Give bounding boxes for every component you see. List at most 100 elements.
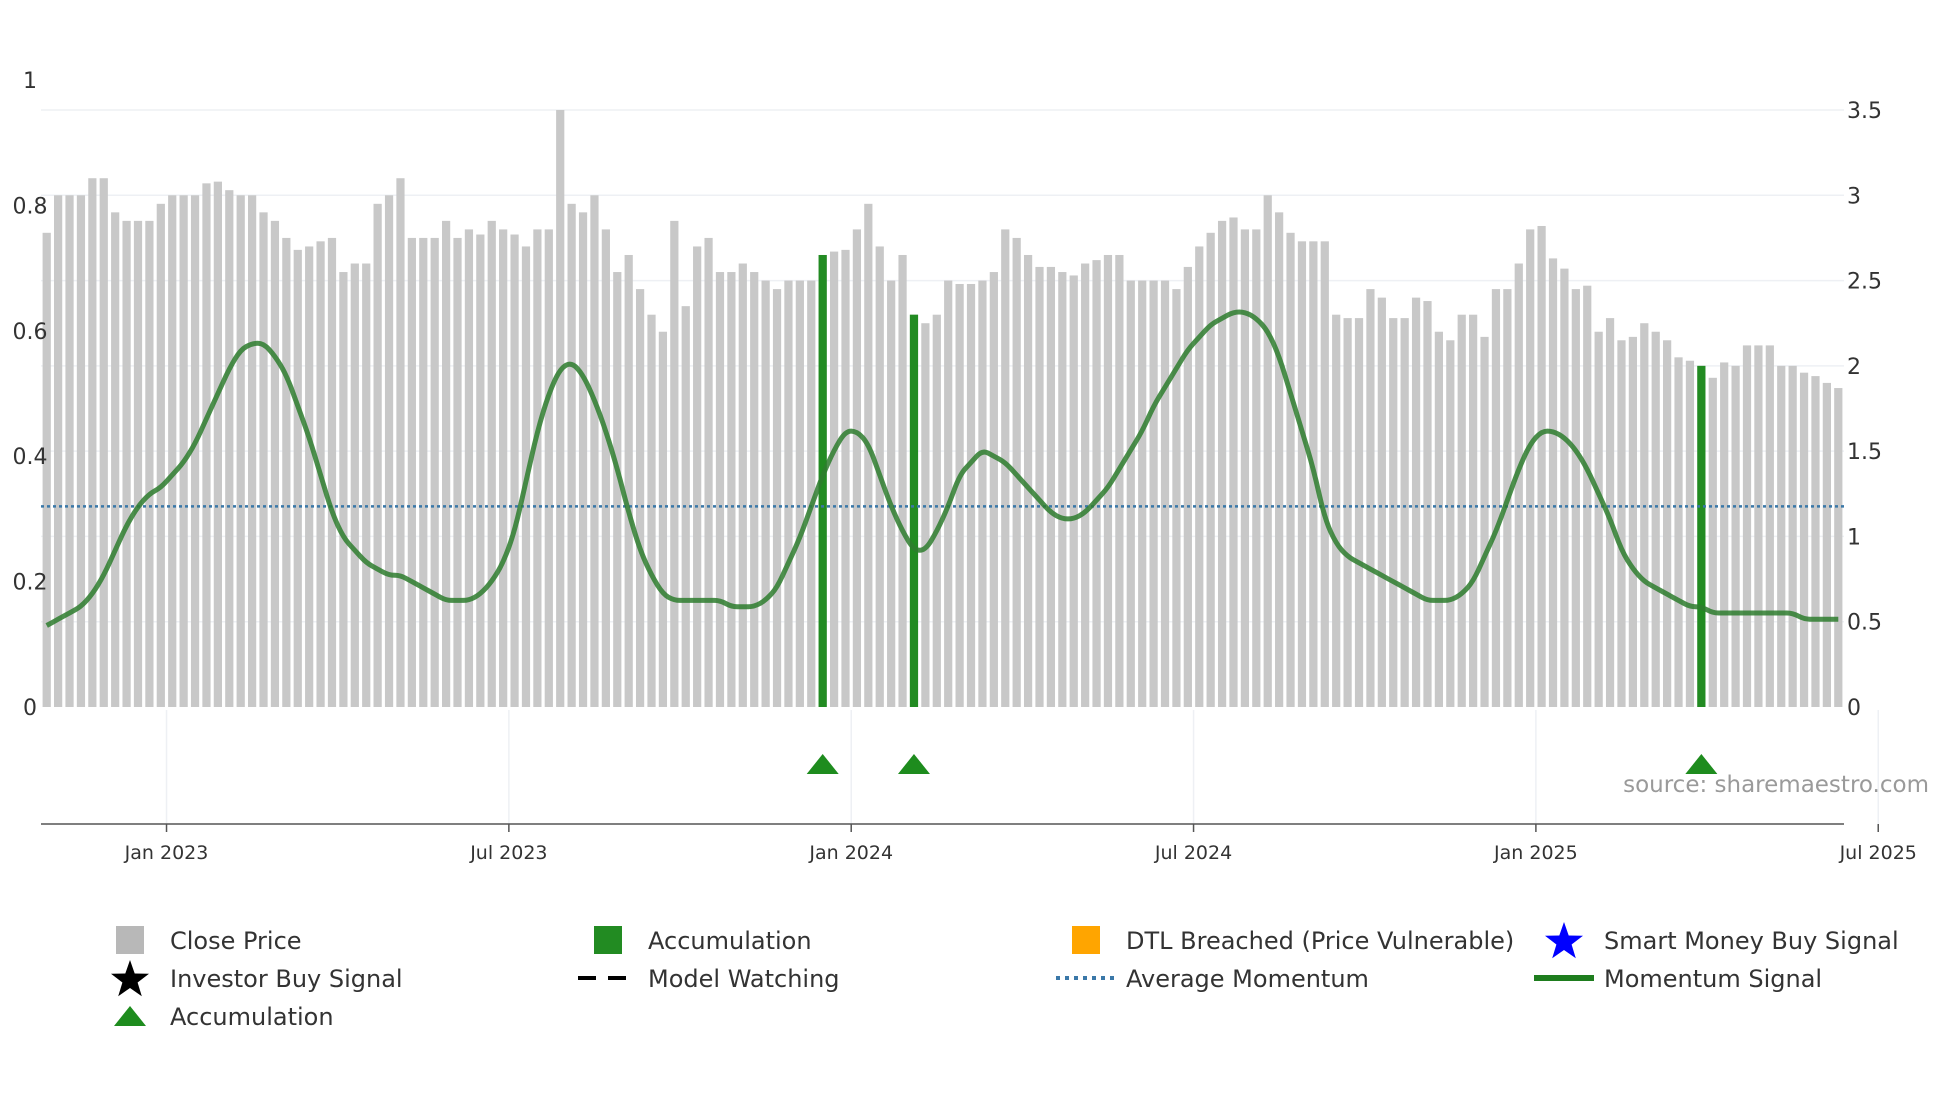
close-price-bar — [1742, 345, 1752, 707]
legend-label: Average Momentum — [1126, 965, 1369, 993]
close-price-bar — [1400, 318, 1409, 707]
close-price-bar — [1765, 345, 1774, 707]
close-price-bar — [1777, 365, 1786, 707]
legend-label: Momentum Signal — [1604, 965, 1822, 993]
close-price-bar — [1491, 289, 1501, 707]
close-price-bar — [955, 283, 964, 707]
legend-square-swatch — [594, 926, 622, 954]
x-tick-label: Jul 2024 — [1154, 842, 1232, 864]
legend-item: Model Watching — [578, 965, 840, 993]
close-price-bar — [156, 203, 165, 708]
close-price-bar — [1583, 285, 1592, 707]
close-price-bar — [88, 178, 97, 707]
close-price-bar — [65, 195, 74, 708]
close-price-bar — [1252, 229, 1261, 707]
close-price-bar — [1332, 314, 1341, 707]
close-price-bar — [419, 237, 428, 707]
close-price-bar — [887, 280, 896, 707]
close-price-bar — [1834, 388, 1843, 707]
close-price-bar — [99, 178, 108, 707]
accumulation-marker — [1685, 754, 1718, 774]
close-price-bar — [248, 195, 257, 708]
close-price-bar — [168, 195, 177, 708]
legend-item: Accumulation — [594, 926, 812, 955]
legend-item: Smart Money Buy Signal — [1545, 922, 1899, 959]
close-price-bar — [179, 195, 188, 708]
close-price-bar — [1423, 301, 1432, 707]
close-price-bar — [1754, 345, 1763, 707]
close-price-bar — [864, 203, 873, 708]
legend-item: Average Momentum — [1056, 965, 1369, 993]
legend-label: Close Price — [170, 927, 302, 955]
close-price-bar — [1103, 254, 1113, 707]
right-tick-label: 0.5 — [1847, 611, 1882, 636]
close-price-bar — [647, 314, 656, 707]
left-axis: 0 0.2 0.4 0.6 0.8 1 — [13, 69, 48, 721]
right-tick-label: 1 — [1847, 525, 1861, 550]
close-price-bar — [693, 246, 702, 707]
close-price-bar — [476, 234, 485, 707]
close-price-bar — [1092, 260, 1101, 707]
close-price-bar — [1537, 225, 1546, 707]
close-price-bar — [145, 220, 154, 707]
close-price-bar — [42, 232, 51, 707]
right-axis: 0 0.5 1 1.5 2 2.5 3 3.5 — [1847, 99, 1882, 721]
close-price-bar — [510, 234, 519, 707]
close-price-bar — [487, 220, 496, 707]
accumulation-bar — [1697, 365, 1706, 707]
close-price-bar — [1240, 229, 1250, 707]
close-price-bar — [750, 272, 759, 707]
close-price-bar — [772, 289, 782, 707]
close-price-bar — [784, 280, 793, 707]
legend-label: Accumulation — [170, 1003, 334, 1031]
left-tick-label: 0.8 — [13, 194, 48, 219]
close-price-bar — [305, 246, 314, 707]
close-price-bar — [1046, 266, 1056, 707]
close-price-bar — [1526, 229, 1535, 707]
close-price-bar — [635, 289, 645, 707]
close-price-bar — [1720, 362, 1729, 707]
close-price-bar — [1446, 340, 1455, 707]
close-price-bar — [624, 254, 633, 707]
accumulation-marker — [806, 754, 839, 774]
legend-star-icon — [1545, 922, 1583, 959]
close-price-bar — [829, 251, 839, 707]
close-price-bar — [350, 263, 359, 707]
close-price-bar — [658, 331, 668, 707]
close-price-bar — [1514, 263, 1523, 707]
legend-label: Investor Buy Signal — [170, 965, 403, 993]
close-price-bar — [133, 220, 143, 707]
close-price-bar — [1001, 229, 1010, 707]
close-price-bar — [225, 190, 234, 707]
close-price-bar — [453, 237, 462, 707]
close-price-bar — [1035, 266, 1044, 707]
legend-item: Investor Buy Signal — [111, 960, 403, 997]
close-price-bar — [533, 229, 542, 707]
x-tick-label: Jan 2025 — [1493, 842, 1578, 864]
legend-triangle-icon — [114, 1006, 146, 1026]
momentum-layer — [45, 309, 1839, 628]
close-price-bar — [1115, 254, 1124, 707]
close-price-bar — [1594, 331, 1603, 707]
right-tick-label: 3.5 — [1847, 99, 1882, 124]
close-price-bar — [1788, 365, 1797, 707]
left-tick-label: 1 — [23, 69, 37, 94]
close-price-bar — [1434, 331, 1444, 707]
close-price-bar — [932, 314, 941, 707]
close-price-bar — [1389, 318, 1398, 707]
close-price-bar — [1023, 254, 1033, 707]
close-price-bar — [989, 272, 998, 707]
legend-star-icon — [111, 960, 149, 997]
close-price-bars — [42, 110, 1843, 708]
close-price-bar — [1799, 372, 1809, 707]
close-price-bar — [1229, 217, 1238, 707]
right-tick-label: 1.5 — [1847, 440, 1882, 465]
close-price-bar — [1469, 314, 1478, 707]
legend-square-swatch — [1072, 926, 1100, 954]
close-price-bar — [1640, 323, 1649, 707]
close-price-bar — [1628, 336, 1637, 707]
close-price-bar — [556, 110, 565, 707]
close-price-bar — [499, 229, 508, 707]
right-tick-label: 2.5 — [1847, 270, 1882, 295]
close-price-bar — [1708, 377, 1717, 707]
